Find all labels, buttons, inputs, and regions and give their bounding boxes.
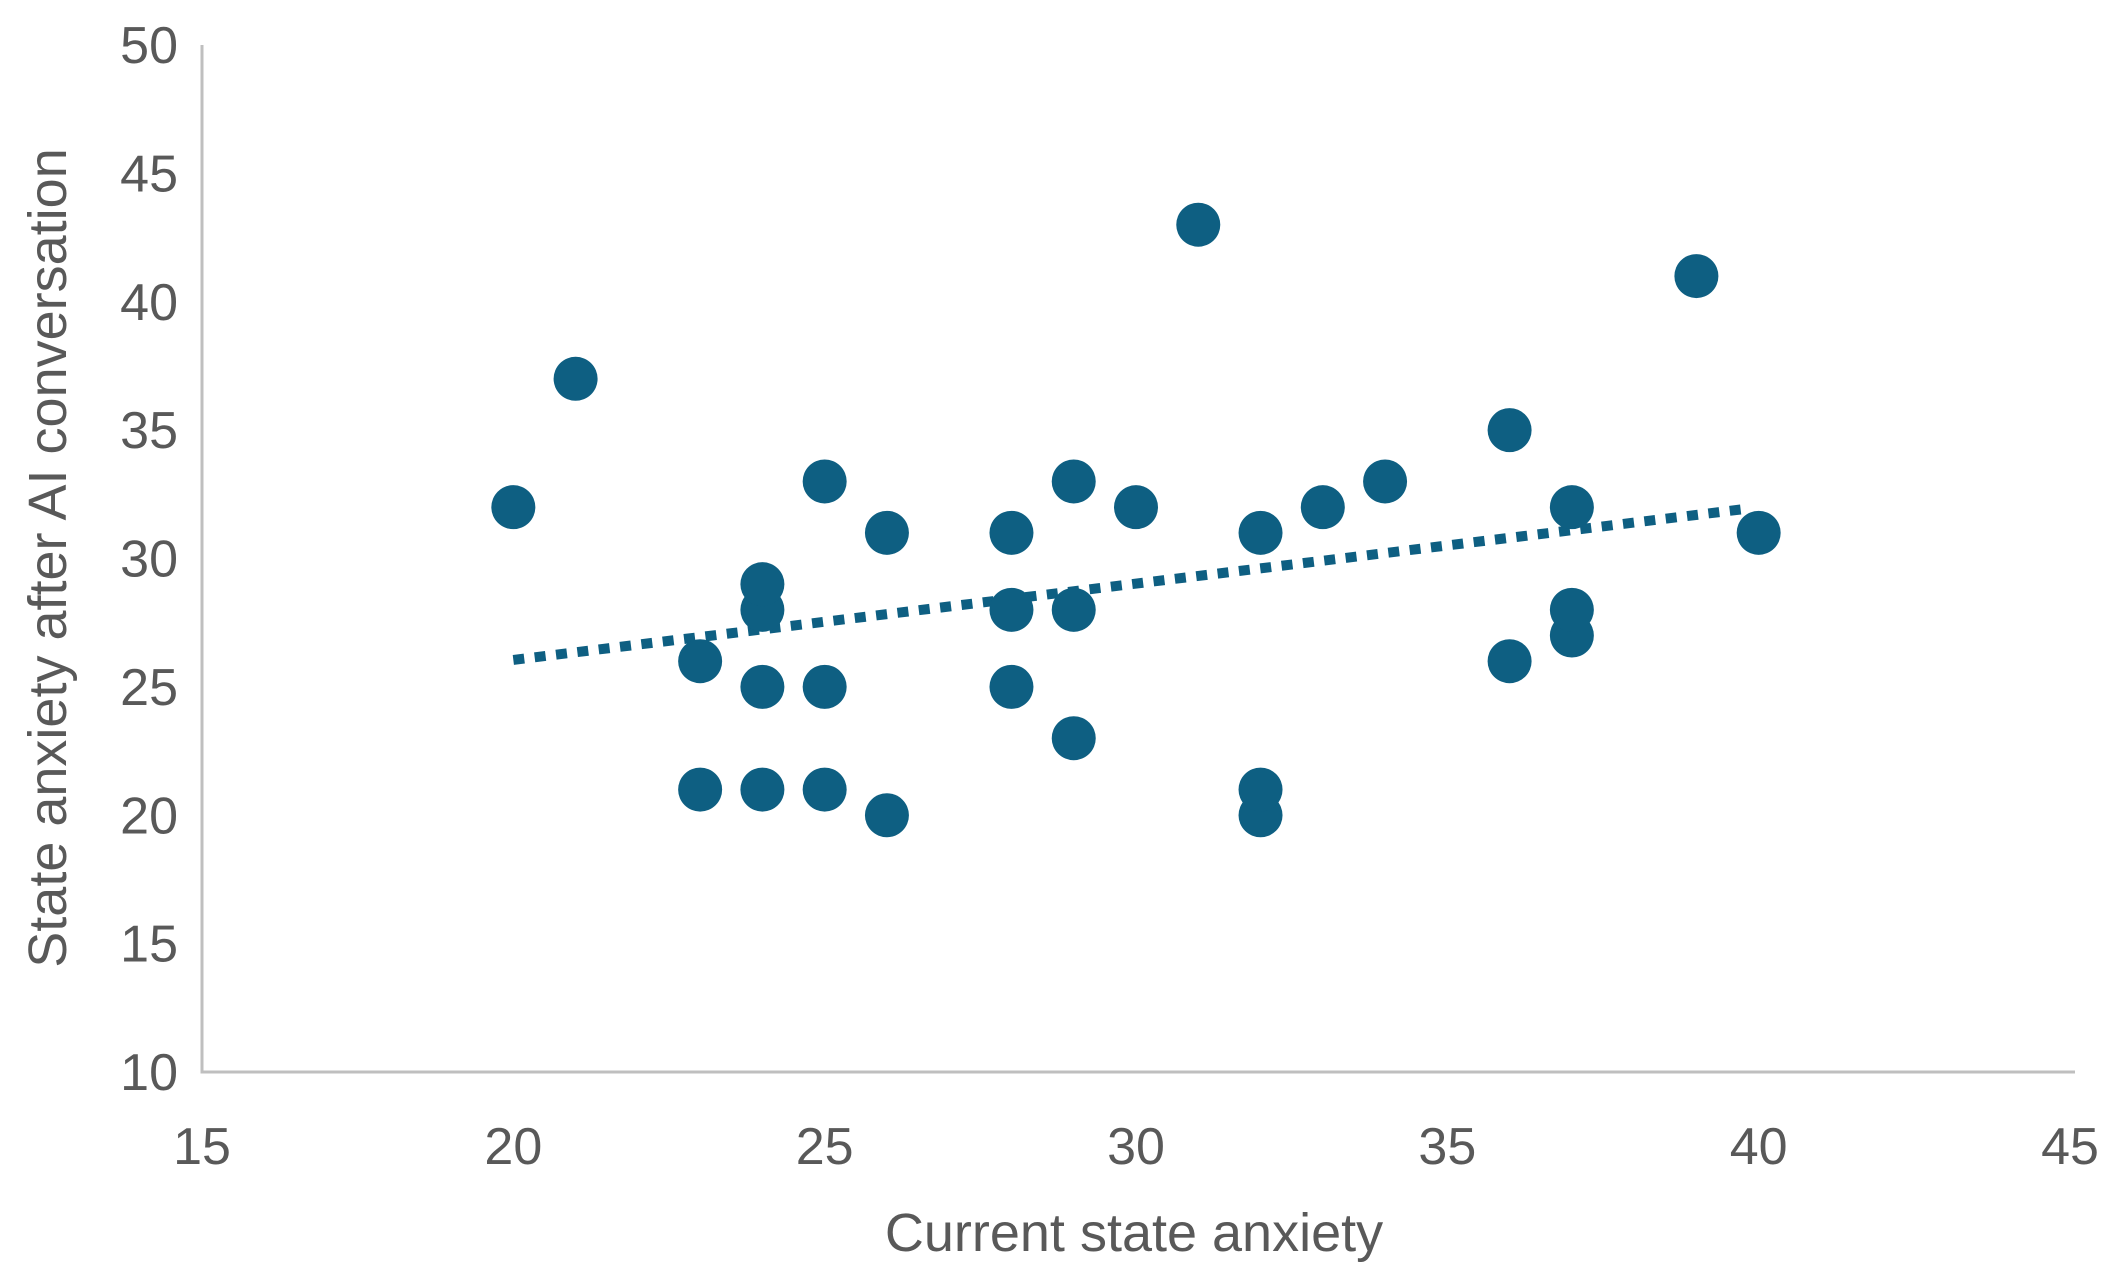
x-tick-label: 45 [2041, 1118, 2099, 1176]
data-point [678, 639, 723, 684]
data-point [1051, 716, 1096, 761]
data-point [678, 767, 723, 812]
y-tick-label: 10 [120, 1044, 178, 1102]
x-tick-label: 35 [1418, 1118, 1476, 1176]
data-point [864, 510, 909, 555]
data-point [1051, 587, 1096, 632]
data-point [802, 459, 847, 504]
x-axis-tick-labels: 15 20 25 30 35 40 45 [173, 1118, 2099, 1176]
data-point [802, 767, 847, 812]
data-point [1487, 408, 1532, 453]
data-point [864, 793, 909, 838]
y-tick-label: 45 [120, 145, 178, 203]
y-axis-title: State anxiety after AI conversation [18, 148, 78, 967]
data-point [1114, 485, 1158, 530]
data-point [740, 562, 785, 607]
data-point [1238, 510, 1283, 555]
y-tick-label: 15 [120, 916, 178, 974]
x-tick-label: 25 [796, 1118, 854, 1176]
x-tick-label: 40 [1730, 1118, 1788, 1176]
y-tick-label: 35 [120, 402, 178, 460]
x-axis-title: Current state anxiety [885, 1203, 1383, 1263]
data-point [989, 587, 1034, 632]
data-point [989, 664, 1034, 709]
data-point [491, 485, 536, 530]
data-point [740, 767, 785, 812]
y-tick-label: 20 [120, 787, 178, 845]
data-point [740, 664, 785, 709]
trendline [512, 503, 1750, 665]
data-point [1238, 767, 1283, 812]
data-points [491, 202, 1781, 838]
x-tick-label: 15 [173, 1118, 231, 1176]
data-point [802, 664, 847, 709]
data-point [1487, 639, 1532, 684]
data-point [1549, 587, 1594, 632]
data-point [1300, 485, 1345, 530]
y-axis-tick-labels: 10 15 20 25 30 35 40 45 50 [120, 17, 178, 1102]
x-tick-label: 20 [484, 1118, 542, 1176]
trendline-dotted [512, 503, 1750, 665]
data-point [1674, 254, 1719, 299]
data-point [1363, 459, 1408, 504]
data-point [553, 356, 598, 401]
data-point [1176, 202, 1221, 247]
x-tick-label: 30 [1107, 1118, 1165, 1176]
data-point [989, 510, 1034, 555]
data-point [1736, 510, 1781, 555]
y-tick-label: 50 [120, 17, 178, 75]
data-point [1549, 485, 1594, 530]
data-point [1051, 459, 1096, 504]
y-tick-label: 25 [120, 659, 178, 717]
y-tick-label: 30 [120, 531, 178, 589]
y-tick-label: 40 [120, 274, 178, 332]
